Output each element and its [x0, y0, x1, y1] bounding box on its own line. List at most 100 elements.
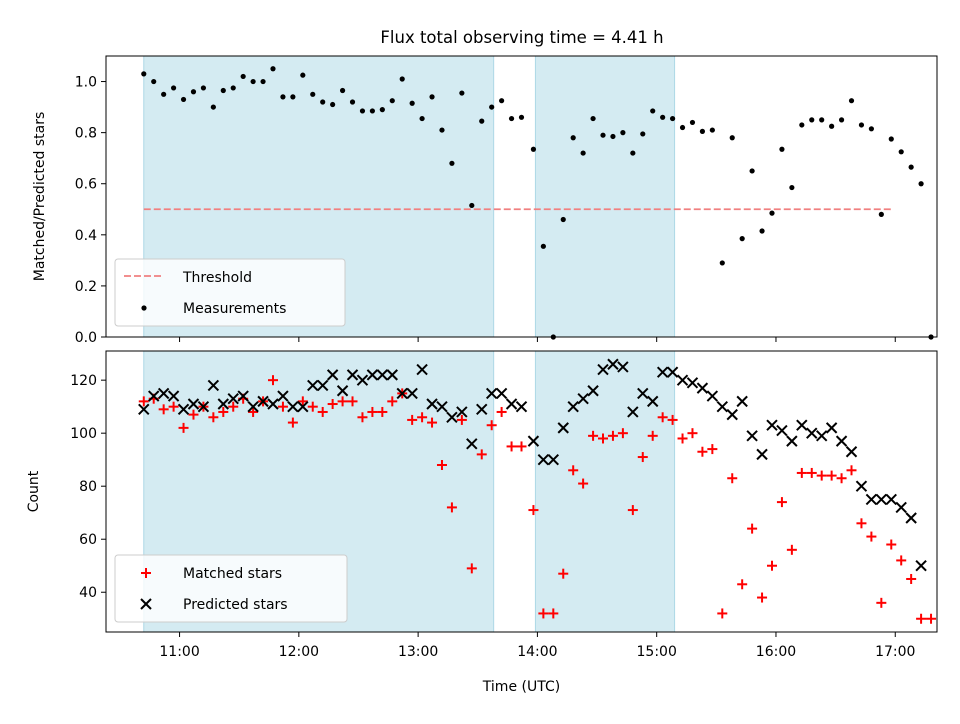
matched-star-point: [297, 396, 308, 407]
predicted-star-point: [915, 560, 927, 572]
measurement-point: [898, 149, 904, 155]
matched-star-point: [456, 414, 467, 425]
predicted-star-point: [297, 400, 309, 413]
matched-star-point: [727, 473, 738, 484]
measurement-point: [580, 150, 586, 156]
predicted-star-point: [527, 435, 540, 447]
bottom-panel: 40 60 80 100 120 11:00 12:00 13:00 14:00 15:00 16:…: [26, 350, 938, 695]
measurement-point: [809, 117, 815, 123]
measurement-point: [409, 100, 415, 106]
matched-star-point: [248, 406, 259, 417]
predicted-star-point: [865, 493, 878, 506]
observing-window-shade: [534, 350, 676, 633]
predicted-star-point: [825, 422, 838, 434]
matched-star-point: [476, 449, 487, 460]
measurement-point: [270, 66, 276, 72]
measurement-point: [878, 211, 884, 217]
matched-star-point: [486, 420, 497, 431]
matched-star-point: [367, 406, 378, 417]
measurement-point: [769, 210, 775, 216]
predicted-star-point: [815, 430, 828, 442]
measurement-point: [610, 133, 616, 140]
matched-star-point: [627, 505, 638, 516]
matched-star-point: [538, 608, 549, 619]
measurement-point: [530, 146, 537, 152]
measurement-point: [570, 135, 576, 141]
x-tick-label: 14:00: [517, 644, 557, 660]
matched-star-point: [506, 441, 517, 452]
matched-star-point: [896, 555, 907, 566]
measurement-point: [141, 71, 147, 77]
matched-star-point: [208, 412, 219, 423]
matched-star-point: [926, 613, 937, 624]
legend: Threshold Measurements: [114, 258, 346, 327]
measurement-point: [210, 104, 216, 110]
predicted-star-point: [756, 448, 768, 461]
measurement-point: [250, 78, 256, 85]
matched-star-point: [886, 539, 897, 550]
matched-star-point: [446, 502, 457, 513]
matched-star-point: [287, 417, 298, 428]
matched-star-point: [228, 401, 239, 412]
predicted-star-point: [336, 385, 349, 397]
predicted-star-point: [696, 382, 709, 394]
matched-star-point: [267, 375, 278, 386]
matched-star-point: [766, 560, 777, 571]
predicted-star-point: [515, 400, 528, 413]
matched-star-point: [558, 568, 569, 579]
predicted-star-point: [247, 400, 259, 413]
predicted-star-point: [647, 395, 659, 408]
matched-star-point: [178, 422, 189, 433]
chart-title: Flux total observing time = 4.41 h: [380, 28, 663, 47]
predicted-star-point: [495, 387, 508, 400]
matched-star-point: [677, 433, 688, 444]
predicted-star-point: [307, 379, 319, 392]
y-tick-label: 0.6: [75, 177, 97, 193]
measurement-point: [779, 146, 785, 152]
predicted-star-point: [366, 369, 379, 381]
measurement-point: [180, 96, 187, 103]
matched-star-point: [168, 401, 179, 412]
predicted-star-point: [227, 393, 239, 405]
measurement-point: [729, 135, 735, 141]
x-tick-label: 13:00: [398, 644, 438, 660]
legend-measurement-label: Measurements: [183, 301, 286, 317]
predicted-star-point: [436, 400, 448, 413]
predicted-star-point: [426, 398, 438, 410]
x-axis-label: Time (UTC): [482, 679, 560, 695]
predicted-star-point: [356, 374, 369, 386]
y-tick-label: 40: [79, 585, 97, 601]
matched-star-point: [407, 414, 418, 425]
matched-star-point: [158, 404, 169, 415]
predicted-star-point: [207, 379, 220, 392]
measurement-point: [200, 85, 207, 91]
predicted-star-point: [217, 398, 230, 410]
predicted-star-point: [686, 377, 699, 389]
measurement-point: [220, 87, 226, 94]
measurement-point: [349, 99, 356, 105]
matched-star-point: [826, 470, 837, 481]
matched-star-point: [218, 406, 229, 417]
axes-frame: [105, 55, 938, 338]
measurement-point: [540, 243, 546, 249]
y-tick-label: 1.0: [75, 75, 97, 91]
measurement-point: [151, 78, 157, 85]
measurement-point: [630, 150, 636, 156]
measurement-point: [789, 184, 795, 191]
predicted-star-point: [666, 366, 679, 378]
matched-star-point: [436, 459, 447, 470]
predicted-star-point: [456, 406, 468, 418]
matched-star-point: [466, 563, 477, 574]
x-tick-label: 17:00: [875, 644, 915, 660]
y-tick-label: 120: [70, 373, 97, 389]
measurement-point: [449, 160, 455, 166]
matched-star-point: [568, 465, 579, 476]
measurement-point: [310, 91, 316, 97]
predicted-star-point: [746, 430, 758, 442]
matched-star-point: [417, 412, 428, 423]
predicted-star-point: [776, 424, 788, 437]
predicted-star-point: [716, 400, 728, 413]
measurement-point: [419, 115, 425, 122]
measurement-point: [819, 117, 825, 123]
predicted-star-point: [167, 390, 180, 402]
